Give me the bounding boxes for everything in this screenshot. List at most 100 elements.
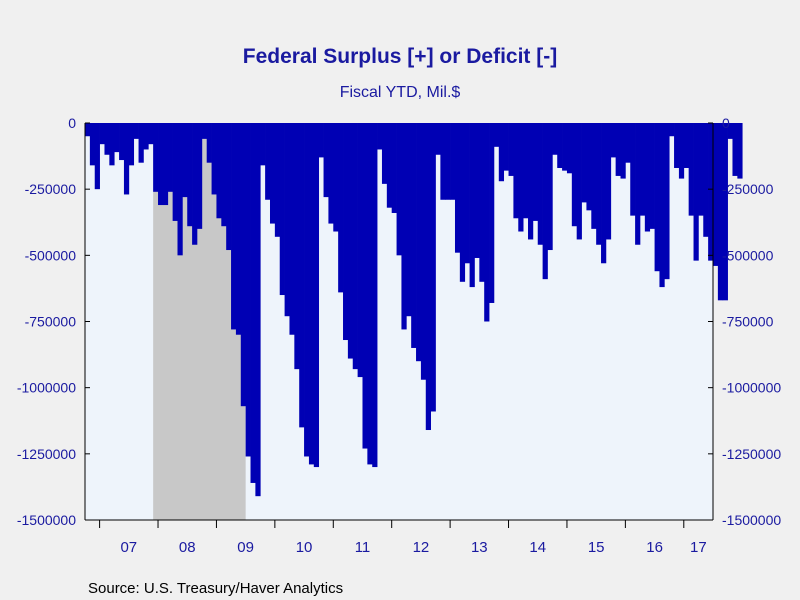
x-tick-label: 07 (120, 539, 137, 556)
bar (625, 123, 631, 163)
bar (562, 123, 568, 171)
bar (508, 123, 514, 176)
bar (440, 123, 446, 200)
bar (425, 123, 431, 431)
bar (294, 123, 300, 370)
bar (123, 123, 130, 195)
bar (703, 123, 709, 237)
bar (226, 123, 232, 251)
bar (722, 123, 728, 301)
bar (162, 123, 169, 206)
right-y-axis-ticks: 0 -250000 -500000 -750000 -1000000 -1250000 -1… (708, 115, 781, 528)
bar (231, 123, 237, 330)
bar (391, 123, 397, 213)
bar (138, 123, 144, 163)
bar (557, 123, 563, 168)
bar (659, 123, 665, 288)
bar (605, 123, 612, 240)
bar (459, 123, 466, 282)
bar (381, 123, 388, 184)
bar (250, 123, 256, 483)
bar (352, 123, 358, 370)
bar (357, 123, 363, 378)
bar (669, 123, 675, 137)
bar (187, 123, 193, 227)
bar (654, 123, 660, 272)
bar (469, 123, 475, 288)
bar (576, 123, 582, 240)
bar (158, 123, 164, 206)
bar (523, 123, 529, 219)
bar (649, 123, 655, 229)
bar (430, 123, 436, 412)
bar (542, 123, 548, 280)
bar (693, 123, 699, 261)
bar (532, 123, 539, 221)
bar (601, 123, 607, 264)
bar (479, 123, 485, 282)
bar (338, 123, 344, 293)
bar (717, 123, 724, 301)
x-tick-label: 12 (413, 539, 430, 556)
bar (372, 123, 378, 468)
left-y-tick-label: -1000000 (17, 380, 76, 396)
left-y-axis-ticks: 0 -250000 -500000 -750000 -1000000 -1250000 -1… (17, 115, 90, 528)
bar (182, 123, 188, 198)
bar (503, 123, 509, 171)
bar (143, 123, 149, 150)
right-y-tick-label: -1000000 (722, 380, 781, 396)
bar (678, 123, 685, 179)
x-tick-label: 11 (355, 539, 371, 556)
bar (639, 123, 646, 216)
right-y-tick-label: -500000 (722, 247, 774, 263)
bar (206, 123, 212, 163)
bar (396, 123, 402, 256)
bar (216, 123, 222, 219)
bar (245, 123, 251, 457)
bar (566, 123, 573, 174)
bar (664, 123, 670, 280)
bar (148, 123, 154, 145)
bar (386, 123, 393, 208)
left-y-tick-label: -1250000 (17, 446, 76, 462)
bar (484, 123, 490, 322)
bar (537, 123, 543, 245)
bar (114, 123, 120, 153)
bar (347, 123, 354, 359)
bar (89, 123, 96, 166)
bar (737, 123, 743, 179)
bar (610, 123, 616, 158)
chart-source: Source: U.S. Treasury/Haver Analytics (88, 580, 343, 597)
bar (498, 123, 505, 182)
bar (713, 123, 719, 266)
bar (620, 123, 626, 179)
bar (732, 123, 738, 176)
bar (493, 123, 500, 147)
bar (615, 123, 621, 176)
bar (416, 123, 422, 362)
bar (513, 123, 519, 219)
x-tick-label: 17 (690, 539, 707, 556)
bar (153, 123, 159, 192)
bar (299, 123, 305, 428)
left-y-tick-label: 0 (68, 115, 76, 131)
bar (265, 123, 271, 200)
x-tick-label: 09 (237, 539, 254, 556)
bar (211, 123, 217, 195)
bar (683, 123, 690, 168)
bar (489, 123, 495, 303)
bar (586, 123, 592, 211)
x-tick-label: 08 (179, 539, 196, 556)
x-tick-label: 13 (471, 539, 488, 556)
bar (221, 123, 227, 227)
bar (630, 123, 636, 216)
left-y-tick-label: -750000 (25, 314, 77, 330)
bar (94, 123, 100, 190)
bar (333, 123, 339, 232)
bar (343, 123, 349, 341)
bar (552, 123, 558, 155)
bar (591, 123, 597, 229)
bar (581, 123, 587, 203)
bar (308, 123, 315, 465)
